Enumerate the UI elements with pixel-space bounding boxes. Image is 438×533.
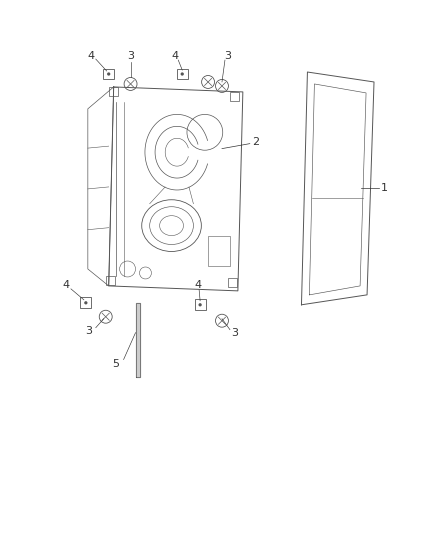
Text: 4: 4 — [172, 51, 179, 61]
Bar — [109, 87, 118, 96]
Bar — [106, 277, 115, 285]
Bar — [103, 69, 114, 79]
Bar — [81, 297, 91, 308]
Text: 4: 4 — [62, 280, 70, 290]
Bar — [230, 92, 240, 101]
Text: 1: 1 — [381, 183, 388, 193]
Circle shape — [198, 303, 202, 306]
Circle shape — [107, 72, 110, 76]
Text: 3: 3 — [231, 328, 238, 337]
Text: 2: 2 — [252, 136, 259, 147]
Text: 3: 3 — [127, 51, 134, 61]
Polygon shape — [135, 303, 140, 377]
Text: 4: 4 — [194, 280, 201, 290]
Text: 3: 3 — [224, 51, 231, 61]
Text: 5: 5 — [112, 359, 119, 369]
Circle shape — [180, 72, 184, 76]
Bar — [177, 69, 188, 79]
Bar — [208, 236, 230, 266]
Circle shape — [84, 301, 88, 304]
Bar — [194, 300, 205, 310]
Text: 4: 4 — [87, 51, 94, 61]
Text: 3: 3 — [85, 326, 92, 336]
Bar — [229, 278, 237, 287]
